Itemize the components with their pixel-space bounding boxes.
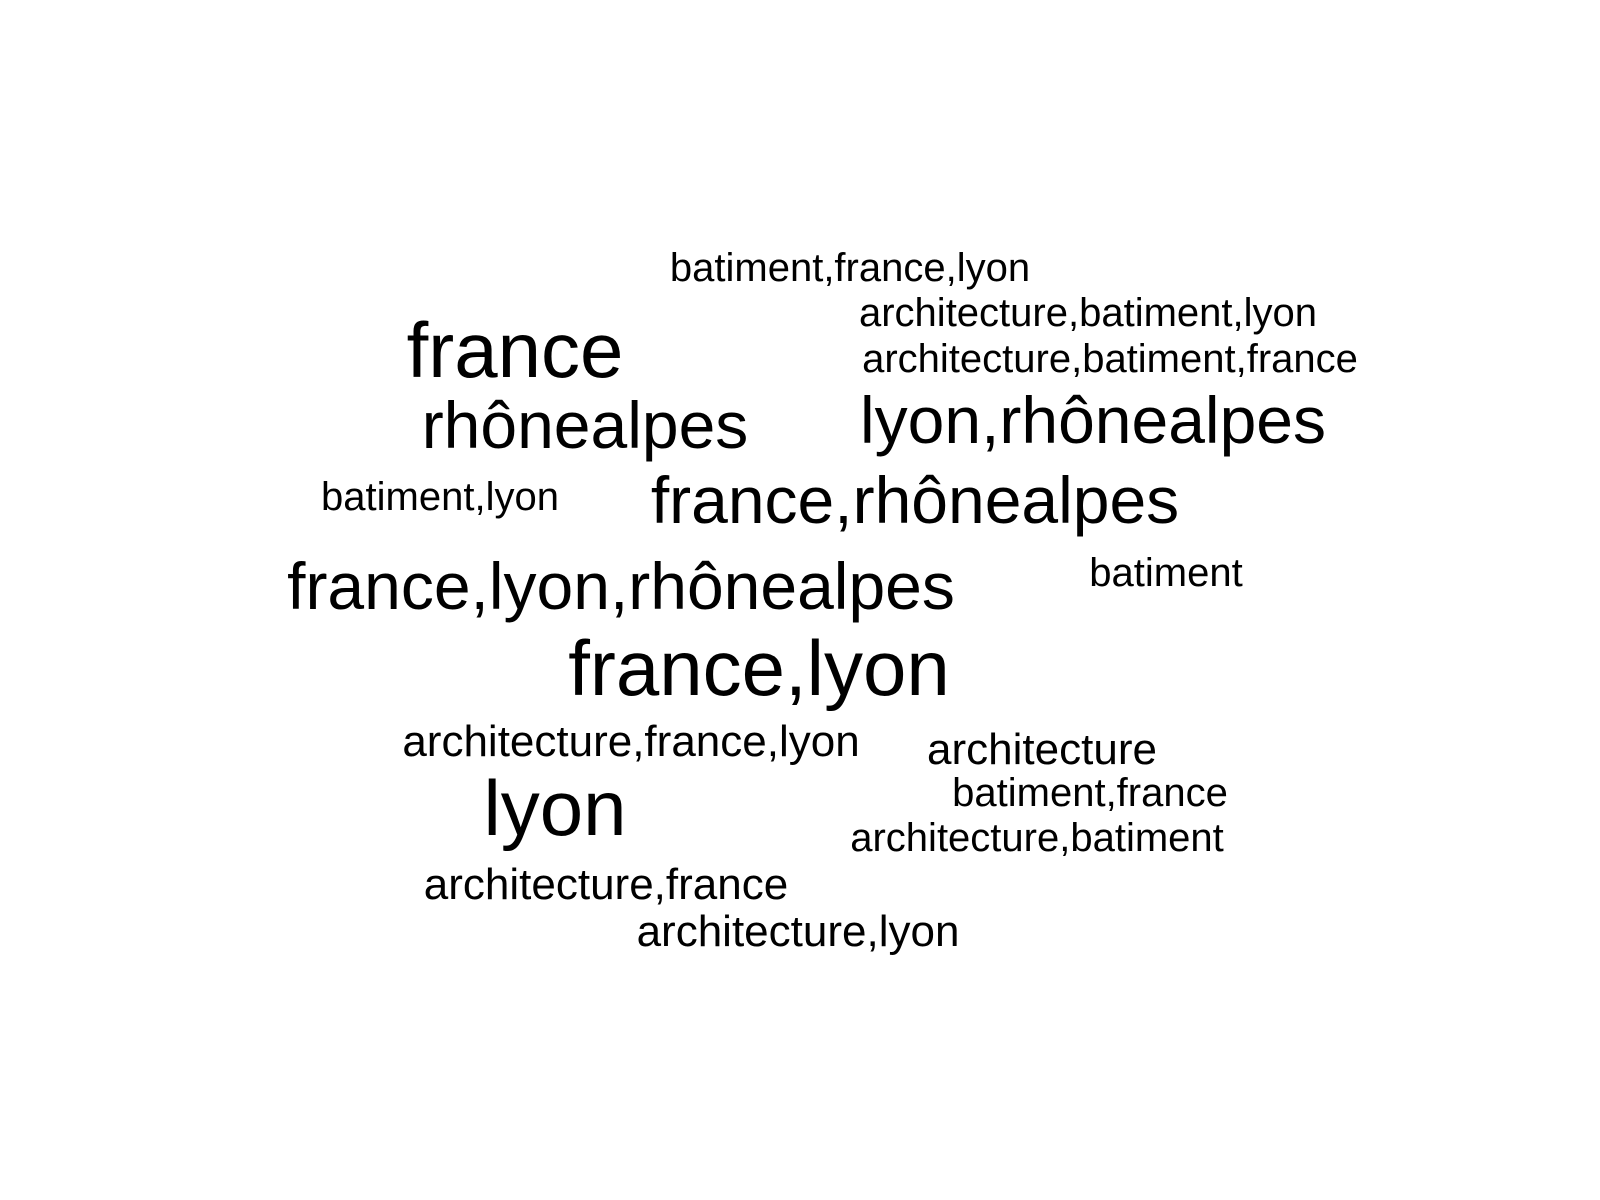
word-lyon: lyon — [483, 764, 627, 852]
word-batiment-france: batiment,france — [952, 771, 1228, 815]
word-architecture-france: architecture,france — [423, 860, 789, 909]
word-rhonealpes: rhônealpes — [421, 388, 749, 462]
word-france: france — [406, 306, 624, 394]
word-france-lyon: france,lyon — [568, 624, 950, 712]
word-architecture-lyon: architecture,lyon — [636, 907, 960, 956]
word-architecture-batiment-lyon: architecture,batiment,lyon — [858, 291, 1318, 335]
word-batiment-lyon: batiment,lyon — [321, 475, 559, 519]
word-architecture-france-lyon: architecture,france,lyon — [402, 717, 860, 766]
word-france-lyon-rhonealpes: france,lyon,rhônealpes — [287, 549, 955, 623]
word-batiment: batiment — [1089, 551, 1243, 595]
word-france-rhonealpes: france,rhônealpes — [650, 463, 1180, 537]
word-architecture: architecture — [927, 725, 1157, 774]
word-batiment-france-lyon: batiment,france,lyon — [669, 246, 1031, 290]
word-architecture-batiment: architecture,batiment — [850, 816, 1224, 860]
word-lyon-rhonealpes: lyon,rhônealpes — [860, 383, 1326, 457]
word-architecture-batiment-france: architecture,batiment,france — [862, 337, 1358, 381]
